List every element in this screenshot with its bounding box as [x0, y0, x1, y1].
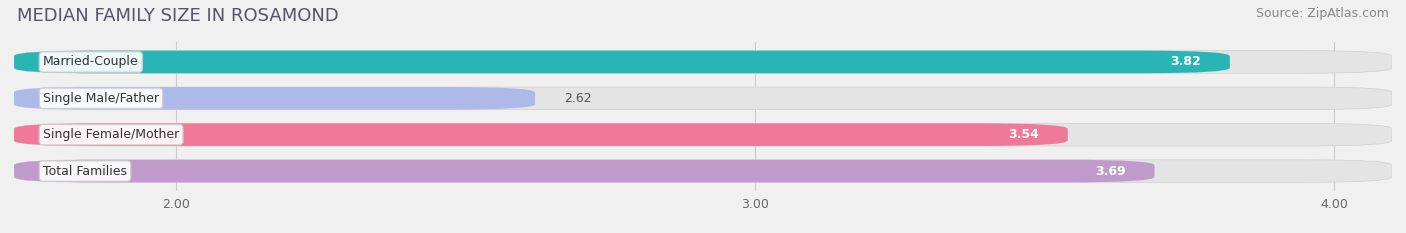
- Text: Single Female/Mother: Single Female/Mother: [44, 128, 179, 141]
- FancyBboxPatch shape: [14, 51, 1230, 73]
- Text: Single Male/Father: Single Male/Father: [44, 92, 159, 105]
- Text: 3.82: 3.82: [1170, 55, 1201, 69]
- Text: Source: ZipAtlas.com: Source: ZipAtlas.com: [1256, 7, 1389, 20]
- Text: 3.69: 3.69: [1095, 164, 1126, 178]
- Text: Total Families: Total Families: [44, 164, 127, 178]
- FancyBboxPatch shape: [14, 123, 1067, 146]
- Text: Married-Couple: Married-Couple: [44, 55, 139, 69]
- FancyBboxPatch shape: [14, 160, 1392, 182]
- FancyBboxPatch shape: [14, 87, 1392, 110]
- Text: MEDIAN FAMILY SIZE IN ROSAMOND: MEDIAN FAMILY SIZE IN ROSAMOND: [17, 7, 339, 25]
- FancyBboxPatch shape: [14, 160, 1154, 182]
- FancyBboxPatch shape: [14, 51, 1392, 73]
- Text: 3.54: 3.54: [1008, 128, 1039, 141]
- FancyBboxPatch shape: [14, 123, 1392, 146]
- Text: 2.62: 2.62: [564, 92, 592, 105]
- FancyBboxPatch shape: [14, 87, 536, 110]
